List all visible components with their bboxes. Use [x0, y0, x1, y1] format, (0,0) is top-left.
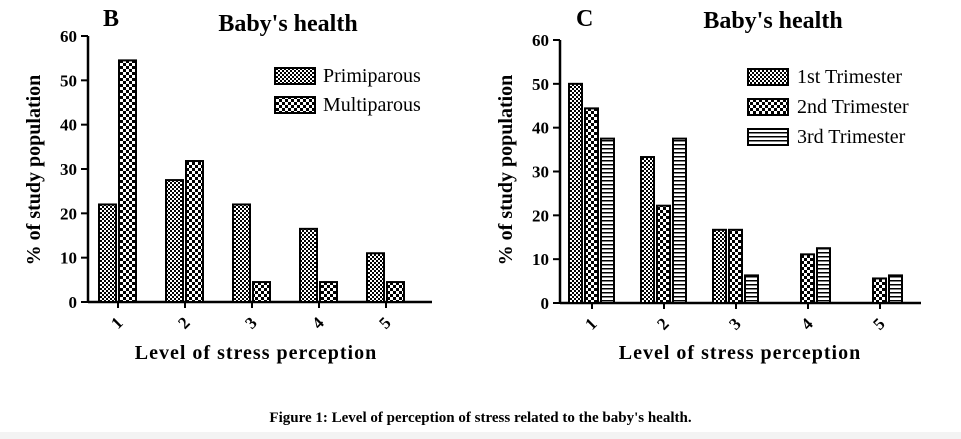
- y-tick-label: 0: [541, 294, 550, 313]
- y-tick-label: 0: [69, 293, 78, 312]
- bar-multiparous-1: [118, 59, 137, 304]
- bar-primiparous-4: [299, 227, 318, 304]
- x-axis-label: Level of stress perception: [619, 342, 861, 364]
- panel-label: C: [576, 6, 593, 32]
- bar-3rd-trimester-2: [672, 137, 687, 304]
- x-tick-label: 4: [797, 314, 817, 334]
- chart-panel-c: C Baby's health 0 10 20 30 40 50 60 1 2 3 4 5 Level of…: [495, 6, 921, 364]
- legend-swatch: [274, 67, 316, 85]
- bar-multiparous-4: [319, 281, 338, 303]
- bar-primiparous-3: [232, 203, 251, 303]
- bar-3rd-trimester-3: [744, 274, 759, 305]
- x-tick-label: 3: [241, 313, 260, 332]
- y-tick-label: 30: [532, 163, 549, 182]
- legend-swatch: [747, 98, 789, 116]
- y-tick-label: 40: [60, 116, 77, 135]
- bar-3rd-trimester-5: [888, 274, 903, 305]
- y-tick-label: 10: [60, 249, 77, 268]
- x-tick-label: 2: [653, 314, 672, 333]
- y-tick-label: 20: [532, 206, 549, 225]
- bar-2nd-trimester-2: [656, 204, 671, 304]
- bar-primiparous-1: [98, 203, 117, 303]
- bar-multiparous-3: [252, 281, 271, 303]
- y-tick-label: 50: [60, 71, 77, 90]
- y-tick-label: 10: [532, 250, 549, 269]
- x-axis-label: Level of stress perception: [135, 342, 377, 364]
- bar-primiparous-2: [165, 179, 184, 303]
- chart-panel-b: B Baby's health 0 10 20 30 40 50 60 1 2 3 4 5 Level of…: [23, 6, 432, 364]
- bar-1st-trimester-2: [640, 156, 655, 304]
- legend-swatch: [274, 96, 316, 114]
- legend-label: 3rd Trimester: [797, 126, 906, 148]
- chart-title: Baby's health: [218, 11, 357, 37]
- x-tick-label: 1: [581, 314, 600, 333]
- bar-1st-trimester-1: [568, 82, 583, 305]
- x-tick-label: 2: [174, 313, 193, 332]
- bar-multiparous-5: [386, 281, 405, 303]
- chart-title: Baby's health: [703, 8, 842, 34]
- y-tick-label: 50: [532, 75, 549, 94]
- bar-2nd-trimester-3: [728, 228, 743, 305]
- bar-primiparous-5: [366, 252, 385, 304]
- x-tick-label: 5: [869, 314, 888, 333]
- legend-label: 2nd Trimester: [797, 96, 909, 118]
- x-tick-label: 1: [107, 313, 126, 332]
- legend-swatch: [747, 128, 789, 146]
- panel-label: B: [103, 6, 119, 32]
- legend-label: Primiparous: [323, 65, 421, 87]
- bar-3rd-trimester-1: [600, 137, 615, 304]
- bar-2nd-trimester-5: [872, 277, 887, 305]
- bar-multiparous-2: [185, 160, 204, 303]
- legend-swatch: [747, 68, 789, 86]
- figure-caption: Figure 1: Level of perception of stress …: [269, 410, 692, 426]
- x-tick-label: 4: [308, 313, 328, 333]
- y-tick-label: 60: [60, 27, 77, 46]
- y-tick-label: 30: [60, 160, 77, 179]
- y-tick-label: 60: [532, 31, 549, 50]
- y-tick-label: 40: [532, 119, 549, 138]
- bar-2nd-trimester-4: [800, 253, 815, 304]
- footer-band: [0, 432, 961, 439]
- y-tick-label: 20: [60, 204, 77, 223]
- y-axis-label: % of study population: [23, 75, 45, 266]
- bar-1st-trimester-3: [712, 228, 727, 305]
- x-tick-label: 5: [375, 313, 394, 332]
- bar-3rd-trimester-4: [816, 247, 831, 304]
- legend-label: Multiparous: [323, 94, 421, 116]
- y-axis-label: % of study population: [495, 75, 517, 266]
- legend-label: 1st Trimester: [797, 66, 902, 88]
- x-tick-label: 3: [725, 314, 744, 333]
- bar-2nd-trimester-1: [584, 107, 599, 304]
